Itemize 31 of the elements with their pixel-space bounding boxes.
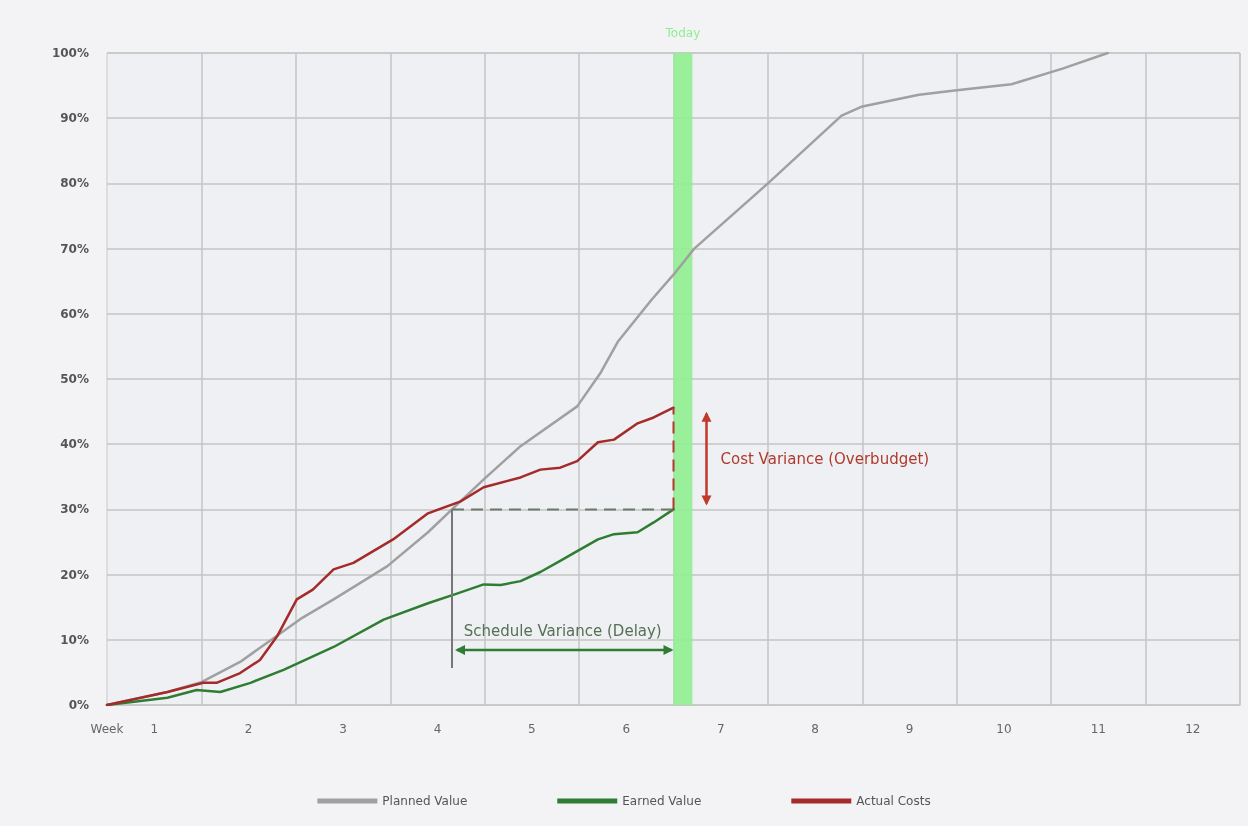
x-tick-label: 1 bbox=[150, 722, 159, 736]
x-tick-label: 9 bbox=[905, 722, 914, 736]
annotation: Schedule Variance (Delay) bbox=[463, 622, 662, 640]
annotation: Cost Variance (Overbudget) bbox=[720, 449, 930, 468]
x-tick-label: 5 bbox=[528, 722, 536, 736]
legend-label: Earned Value bbox=[622, 794, 702, 808]
y-tick-label: 50% bbox=[60, 372, 89, 386]
y-tick-label: 90% bbox=[60, 111, 89, 126]
y-tick-label: 40% bbox=[60, 437, 89, 452]
y-tick-label: 30% bbox=[60, 502, 89, 517]
y-tick-label: 70% bbox=[60, 241, 89, 256]
x-tick-label: 7 bbox=[716, 722, 725, 736]
x-tick-label: 11 bbox=[1090, 722, 1107, 736]
line-series bbox=[105, 406, 675, 707]
x-tick-label: 6 bbox=[622, 722, 631, 736]
y-tick-label: 80% bbox=[60, 176, 89, 191]
x-tick-label: Week bbox=[90, 722, 124, 736]
x-tick-label: 8 bbox=[811, 722, 819, 736]
y-tick-label: 10% bbox=[60, 632, 89, 647]
x-tick-label: 3 bbox=[339, 722, 347, 736]
y-tick-label: 20% bbox=[60, 567, 89, 582]
legend-label: Planned Value bbox=[382, 794, 468, 808]
legend-label: Actual Costs bbox=[856, 794, 931, 808]
y-tick-label: 60% bbox=[60, 306, 89, 321]
y-tick-label: 100% bbox=[51, 46, 89, 60]
x-tick-label: 4 bbox=[433, 722, 442, 736]
y-tick-label: 0% bbox=[68, 698, 89, 712]
x-tick-label: 10 bbox=[996, 722, 1012, 736]
x-tick-label: 12 bbox=[1185, 722, 1201, 736]
x-tick-label: 2 bbox=[244, 722, 253, 736]
band-label: Today bbox=[664, 26, 701, 40]
